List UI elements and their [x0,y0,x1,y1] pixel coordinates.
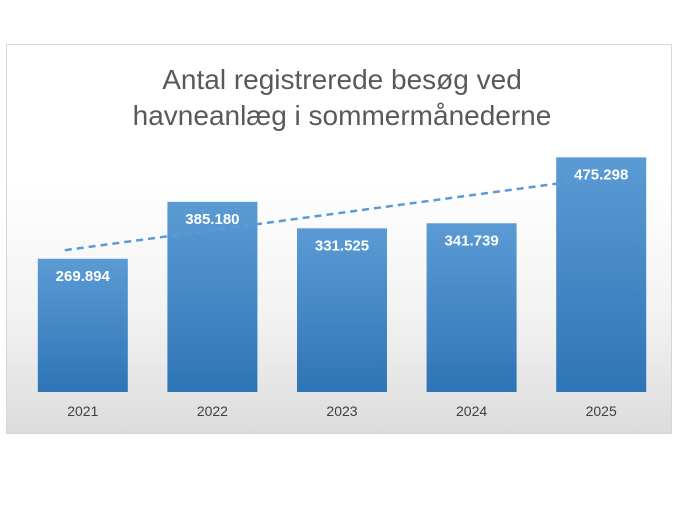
bar-value-label-2024: 341.739 [444,232,498,249]
trendline-group [64,176,602,252]
bar-value-label-2022: 385.180 [185,211,239,228]
bar-value-labels: 269.894 385.180 331.525 341.739 475.298 [56,166,629,284]
x-tick-label-2024: 2024 [456,403,487,419]
bar-value-label-2021: 269.894 [56,268,111,285]
bar-2025 [556,157,647,392]
bar-2023 [297,228,387,392]
x-axis-tick-labels: 2021 2022 2023 2024 2025 [67,403,617,419]
trendline [64,176,602,252]
bar-2024 [426,223,517,392]
bar-2021 [37,258,128,392]
bar-value-label-2023: 331.525 [315,237,369,254]
bars-group [37,157,647,392]
x-tick-label-2021: 2021 [67,403,98,419]
bar-value-label-2025: 475.298 [574,166,628,183]
x-tick-label-2022: 2022 [197,403,228,419]
x-tick-label-2025: 2025 [586,403,617,419]
x-tick-label-2023: 2023 [326,403,357,419]
chart-title: Antal registrerede besøg ved havneanlæg … [132,64,552,131]
bar-2022 [167,201,258,392]
